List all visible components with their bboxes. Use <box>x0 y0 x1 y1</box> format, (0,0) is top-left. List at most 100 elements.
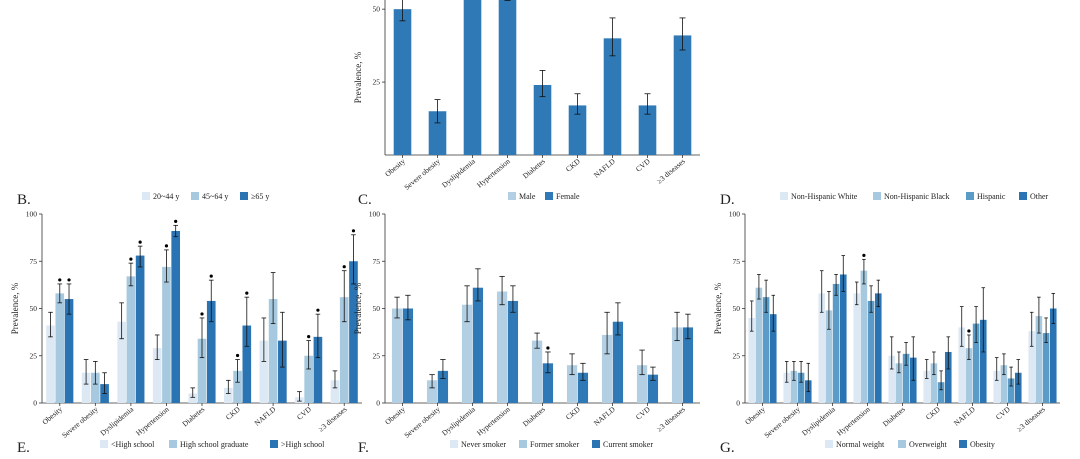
bar <box>762 297 770 403</box>
significance-marker <box>58 278 62 282</box>
significance-marker <box>67 278 71 282</box>
x-tick-label: CKD <box>924 404 942 421</box>
bar <box>349 261 358 403</box>
legend-swatch <box>966 192 974 200</box>
x-tick-label: Obesity <box>40 404 64 426</box>
y-tick-label: 100 <box>729 210 741 219</box>
bar <box>304 355 313 403</box>
significance-marker <box>307 335 311 339</box>
x-tick-label: Diabetes <box>180 405 206 429</box>
bar <box>242 325 252 403</box>
panel-letter: G. <box>720 440 735 456</box>
bar <box>612 321 624 403</box>
bar <box>636 365 648 403</box>
y-tick-label: 50 <box>733 304 741 313</box>
significance-marker <box>342 265 346 269</box>
panel-c: C. Male Female 0 25 50 75 100 Prevalence, % Obesi… <box>353 192 700 440</box>
y-tick-label: 50 <box>373 5 381 14</box>
x-tick-label: CVD <box>634 156 652 173</box>
legend-label: Never smoker <box>461 440 506 449</box>
bar <box>472 287 484 403</box>
panel-f: F. Never smoker Former smoker Current smoke… <box>358 440 653 456</box>
bar <box>790 370 798 403</box>
x-tick-label: Obesity <box>383 404 407 426</box>
y-tick-label: 25 <box>373 351 381 360</box>
bar <box>944 351 952 403</box>
bar <box>638 105 657 155</box>
bar <box>937 382 945 403</box>
y-tick-label: 75 <box>373 257 381 266</box>
bar <box>1028 331 1036 403</box>
bar <box>853 293 861 403</box>
significance-marker <box>316 308 320 312</box>
bar <box>769 314 777 403</box>
y-tick-label: 75 <box>733 257 741 266</box>
bar <box>496 291 508 403</box>
legend-swatch <box>825 440 833 448</box>
bar <box>993 370 1001 403</box>
legend-swatch <box>450 440 458 448</box>
bar <box>930 363 938 403</box>
bar <box>152 348 162 403</box>
bar <box>577 372 589 403</box>
bar <box>531 340 543 403</box>
bar <box>566 365 578 403</box>
x-tick-label: CKD <box>564 404 582 421</box>
bar <box>1014 372 1022 403</box>
x-tick-label: Hypertension <box>475 404 512 437</box>
bar <box>958 327 966 403</box>
x-tick-label: Severe obesity <box>60 404 100 439</box>
x-tick-label: Severe obesity <box>762 404 802 439</box>
y-tick-label: 50 <box>30 304 38 313</box>
bar <box>647 374 659 403</box>
legend-swatch <box>545 192 553 200</box>
significance-marker <box>129 257 133 261</box>
legend-swatch <box>270 440 278 448</box>
legend: Non-Hispanic White Non-Hispanic Black Hisp… <box>780 192 1049 201</box>
legend: Never smoker Former smoker Current smoker <box>450 440 653 449</box>
y-axis-title: Prevalence, % <box>353 282 363 334</box>
x-tick-label: Dyslipidemia <box>800 404 837 437</box>
significance-marker <box>200 312 204 316</box>
legend-label: Non-Hispanic White <box>791 192 858 201</box>
bar <box>748 317 756 403</box>
x-tick-label: Obesity <box>743 404 767 426</box>
legend: 20~44 y 45~64 y ≥65 y <box>142 192 269 201</box>
bar <box>755 287 763 403</box>
bar <box>268 299 278 403</box>
bar <box>171 231 181 403</box>
bar <box>46 325 55 403</box>
bar <box>972 323 980 403</box>
x-tick-label: CKD <box>564 156 582 173</box>
legend-label: <High school <box>111 440 155 449</box>
significance-marker <box>235 353 240 358</box>
bar <box>330 380 340 403</box>
legend-swatch <box>1019 192 1027 200</box>
y-tick-label: 0 <box>376 399 380 408</box>
x-tick-label: ≥3 diseases <box>316 405 348 434</box>
bar <box>233 370 242 403</box>
legend-label: Former smoker <box>530 440 579 449</box>
y-tick-label: 100 <box>369 210 381 219</box>
bar <box>979 319 987 403</box>
legend: <High school High school graduate >High sc… <box>100 440 325 449</box>
bar <box>206 300 216 403</box>
x-tick-label: Hypertension <box>134 404 171 437</box>
legend-swatch <box>898 440 906 448</box>
bar <box>126 276 136 403</box>
x-tick-label: Hypertension <box>835 404 872 437</box>
legend-swatch <box>240 192 248 200</box>
significance-marker <box>138 240 142 244</box>
bar <box>402 308 414 403</box>
bar <box>1042 333 1050 403</box>
bar <box>603 38 622 156</box>
bar <box>498 0 517 155</box>
bar <box>797 372 805 403</box>
panel-letter: E. <box>17 440 30 456</box>
bar <box>1049 308 1057 403</box>
bar <box>313 336 323 403</box>
panel-letter: C. <box>358 192 372 208</box>
x-tick-label: Hypertension <box>475 156 512 189</box>
x-tick-label: Obesity <box>383 156 407 178</box>
